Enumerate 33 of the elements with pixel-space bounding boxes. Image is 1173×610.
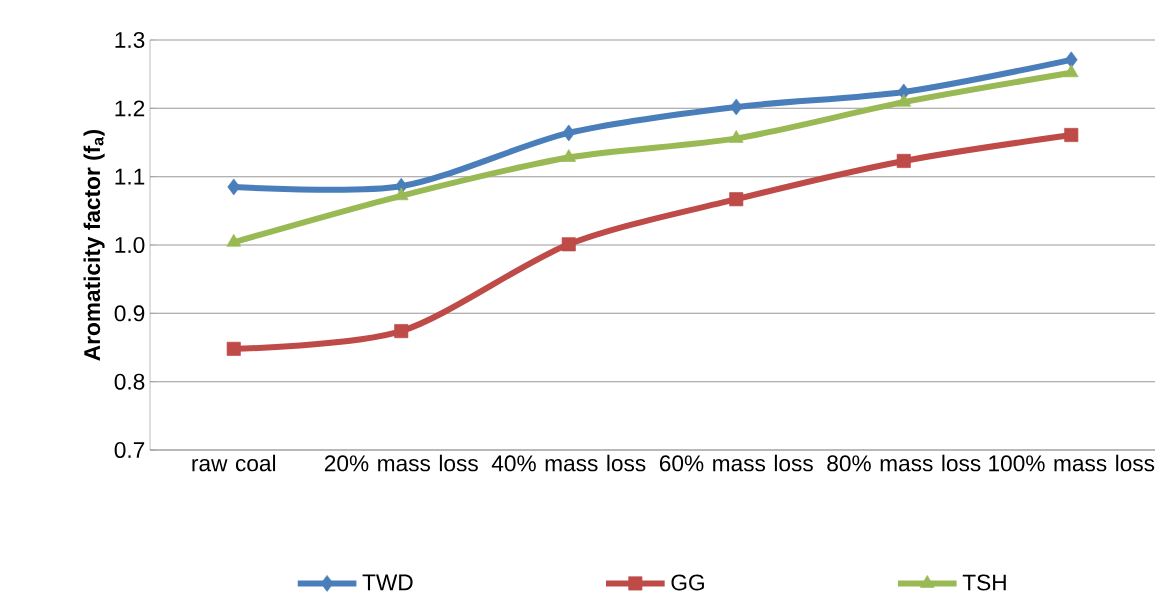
x-tick-label: 40% mass loss — [491, 454, 646, 472]
point — [562, 124, 576, 142]
point — [561, 237, 576, 252]
point — [728, 130, 744, 143]
point — [1064, 127, 1079, 142]
point — [226, 341, 241, 356]
point — [226, 233, 242, 247]
y-tick-label: 1.0 — [115, 236, 145, 254]
y-tick-label: 0.8 — [114, 373, 145, 390]
point — [729, 192, 744, 207]
x-tick-label: 20% mass loss — [324, 454, 478, 472]
point — [1063, 64, 1079, 78]
point — [896, 93, 912, 107]
y-tick-label: 0.9 — [114, 305, 145, 322]
x-tick-label: raw coal — [192, 454, 276, 472]
y-axis-title: Aromaticity factor (f$_{a}$) — [83, 129, 105, 361]
x-tick-label: 100% mass loss — [989, 454, 1155, 472]
point — [1064, 51, 1078, 69]
x-tick-label: 60% mass loss — [659, 454, 813, 472]
y-tick-label: 1.1 — [115, 168, 145, 185]
y-tick-label: 1.2 — [115, 100, 145, 117]
point — [393, 187, 409, 201]
legend-label: GG — [671, 574, 704, 591]
legend-label: TSH — [962, 574, 1006, 591]
point — [227, 178, 241, 196]
x-tick-label: 80% mass loss — [827, 454, 981, 472]
y-tick-label: 1.3 — [115, 31, 145, 49]
point — [394, 324, 409, 339]
y-tick-label: 0.7 — [114, 441, 145, 459]
point — [896, 153, 911, 168]
point — [561, 149, 577, 162]
legend-label: TWD — [362, 574, 413, 591]
point — [729, 98, 743, 116]
